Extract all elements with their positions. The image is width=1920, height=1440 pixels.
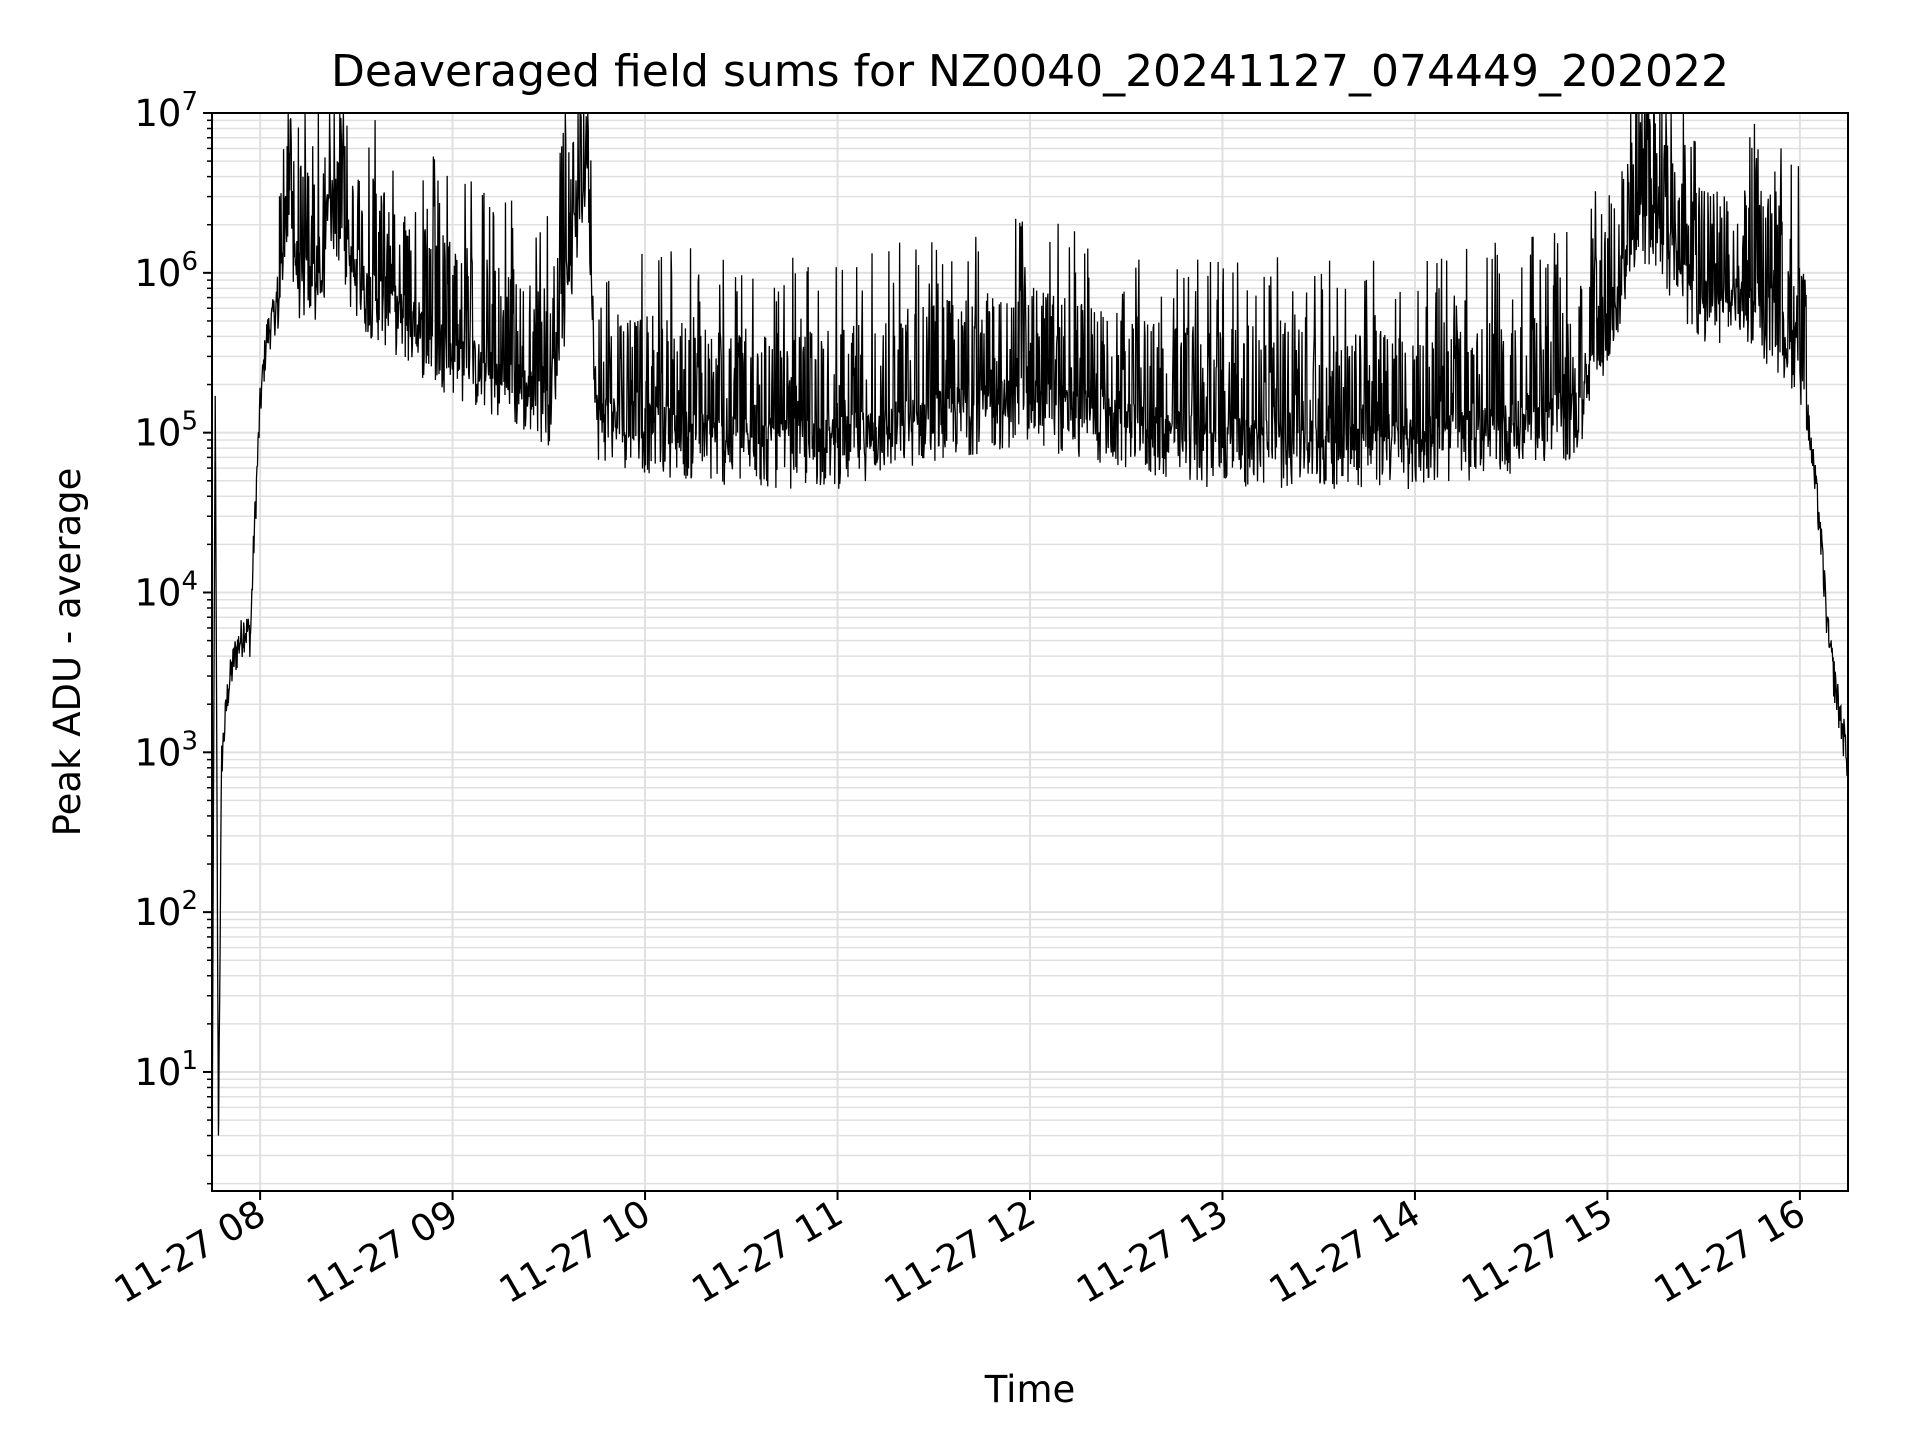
y-tick-label: 101 <box>134 1046 198 1094</box>
y-tick-label: 102 <box>134 886 198 934</box>
plot-area-frame <box>211 112 1849 1192</box>
y-axis-label: Peak ADU - average <box>46 468 89 837</box>
y-tick-label: 106 <box>134 247 198 295</box>
series-layer <box>211 112 1849 1184</box>
grid-lines <box>212 112 1848 1191</box>
y-tick-label: 107 <box>134 87 198 135</box>
x-axis-label: Time <box>984 1368 1076 1411</box>
series-line <box>211 112 1849 1184</box>
y-tick-label: 104 <box>134 566 198 614</box>
chart-title: Deaveraged field sums for NZ0040_2024112… <box>331 46 1729 97</box>
y-tick-label: 105 <box>134 407 198 455</box>
y-tick-label: 103 <box>134 726 198 774</box>
